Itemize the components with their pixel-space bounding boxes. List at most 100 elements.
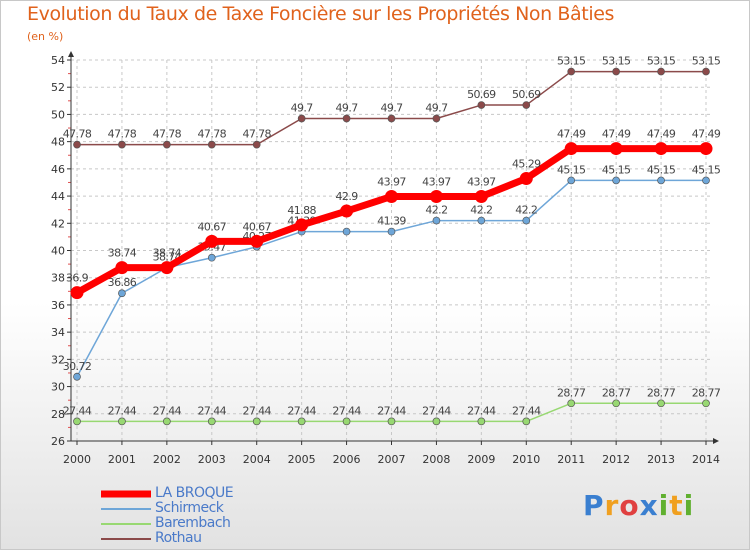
data-point-la-broque bbox=[295, 218, 309, 232]
data-point-rothau bbox=[612, 67, 620, 76]
x-tick-label: 2011 bbox=[557, 453, 585, 466]
data-point-rothau bbox=[73, 140, 81, 149]
legend-label-schirmeck: Schirmeck bbox=[155, 500, 224, 516]
data-point-schirmeck bbox=[612, 176, 620, 185]
data-point-la-broque bbox=[70, 286, 84, 300]
data-label-rothau: 49.7 bbox=[336, 102, 359, 115]
y-tick-label: 26 bbox=[51, 435, 65, 448]
data-label-rothau: 47.78 bbox=[198, 128, 227, 141]
y-axis-unit: (en %) bbox=[27, 30, 64, 43]
data-label-la-broque: 42.9 bbox=[336, 190, 359, 203]
data-label-barembach: 27.44 bbox=[422, 404, 451, 417]
logo-letter: i bbox=[658, 489, 670, 522]
legend-swatch-rothau bbox=[101, 537, 151, 540]
data-point-la-broque bbox=[654, 142, 668, 156]
x-tick-label: 2004 bbox=[243, 453, 271, 466]
data-label-rothau: 47.78 bbox=[242, 128, 271, 141]
data-point-rothau bbox=[387, 114, 396, 123]
data-label-la-broque: 43.97 bbox=[422, 175, 451, 188]
data-label-barembach: 27.44 bbox=[332, 404, 361, 417]
data-label-schirmeck: 45.15 bbox=[692, 163, 721, 176]
data-label-barembach: 27.44 bbox=[153, 404, 182, 417]
data-label-schirmeck: 42.2 bbox=[515, 204, 537, 217]
data-point-rothau bbox=[567, 67, 576, 76]
data-point-la-broque bbox=[474, 189, 488, 203]
data-point-barembach bbox=[387, 417, 396, 426]
data-label-barembach: 27.44 bbox=[377, 404, 406, 417]
data-label-la-broque: 43.97 bbox=[377, 175, 406, 188]
data-point-la-broque bbox=[385, 189, 398, 203]
data-label-la-broque: 47.49 bbox=[557, 128, 586, 141]
data-label-barembach: 27.44 bbox=[198, 404, 227, 417]
legend-label-la-broque: LA BROQUE bbox=[155, 485, 234, 501]
data-label-schirmeck: 36.86 bbox=[108, 276, 137, 289]
data-point-barembach bbox=[207, 417, 216, 426]
y-tick-label: 40 bbox=[51, 245, 65, 258]
data-point-rothau bbox=[118, 140, 126, 149]
data-point-barembach bbox=[73, 417, 81, 426]
y-tick-label: 44 bbox=[51, 190, 65, 203]
data-point-barembach bbox=[432, 417, 441, 426]
data-point-la-broque bbox=[429, 189, 443, 203]
x-tick-label: 2001 bbox=[108, 453, 136, 466]
logo-letter: x bbox=[639, 489, 659, 522]
data-point-rothau bbox=[163, 140, 171, 149]
x-tick-label: 2006 bbox=[333, 453, 361, 466]
y-tick-label: 52 bbox=[51, 81, 65, 94]
logo-letter: r bbox=[604, 489, 620, 522]
x-tick-label: 2013 bbox=[647, 453, 675, 466]
data-label-la-broque: 38.74 bbox=[153, 247, 182, 260]
y-tick-label: 48 bbox=[51, 136, 65, 149]
data-point-rothau bbox=[477, 101, 486, 109]
data-label-barembach: 27.44 bbox=[63, 404, 92, 417]
data-label-rothau: 53.15 bbox=[692, 55, 721, 68]
x-tick-label: 2000 bbox=[63, 453, 91, 466]
data-label-rothau: 49.7 bbox=[425, 102, 448, 115]
data-point-rothau bbox=[252, 140, 261, 149]
data-point-la-broque bbox=[115, 261, 129, 275]
data-point-la-broque bbox=[519, 172, 533, 186]
data-label-rothau: 47.78 bbox=[63, 128, 92, 141]
data-point-schirmeck bbox=[118, 289, 126, 298]
data-label-barembach: 28.77 bbox=[647, 386, 676, 399]
x-tick-label: 2014 bbox=[692, 453, 720, 466]
data-point-schirmeck bbox=[207, 253, 216, 262]
data-point-la-broque bbox=[205, 234, 219, 248]
data-label-schirmeck: 42.2 bbox=[425, 204, 447, 217]
y-axis-arrow bbox=[68, 51, 74, 57]
data-label-schirmeck: 45.15 bbox=[647, 163, 676, 176]
legend-swatch-barembach bbox=[101, 522, 151, 525]
data-label-barembach: 28.77 bbox=[692, 386, 721, 399]
data-point-la-broque bbox=[564, 142, 578, 156]
data-label-rothau: 47.78 bbox=[153, 128, 182, 141]
y-tick-label: 46 bbox=[51, 163, 65, 176]
data-point-schirmeck bbox=[522, 216, 531, 225]
data-label-barembach: 27.44 bbox=[467, 404, 496, 417]
data-point-barembach bbox=[567, 399, 576, 408]
data-label-la-broque: 36.9 bbox=[66, 272, 89, 285]
legend-swatch-schirmeck bbox=[101, 507, 151, 510]
data-point-barembach bbox=[342, 417, 351, 426]
data-point-rothau bbox=[702, 67, 710, 76]
logo-letter: i bbox=[683, 489, 695, 522]
data-point-barembach bbox=[612, 399, 620, 408]
data-label-barembach: 27.44 bbox=[287, 404, 316, 417]
y-tick-label: 50 bbox=[51, 108, 65, 121]
logo-letter: o bbox=[619, 489, 640, 522]
data-point-la-broque bbox=[699, 142, 713, 156]
data-label-barembach: 28.77 bbox=[602, 386, 631, 399]
data-label-rothau: 50.69 bbox=[512, 88, 541, 101]
data-label-rothau: 49.7 bbox=[380, 102, 403, 115]
data-point-rothau bbox=[207, 140, 216, 149]
data-label-la-broque: 41.88 bbox=[287, 204, 316, 217]
data-point-rothau bbox=[297, 114, 306, 123]
logo-letter: t bbox=[669, 489, 684, 522]
data-label-la-broque: 47.49 bbox=[647, 128, 676, 141]
data-point-la-broque bbox=[609, 142, 623, 156]
data-point-barembach bbox=[297, 417, 306, 426]
legend-label-rothau: Rothau bbox=[155, 530, 202, 546]
data-label-rothau: 47.78 bbox=[108, 128, 137, 141]
data-point-schirmeck bbox=[567, 176, 576, 185]
data-label-barembach: 27.44 bbox=[108, 404, 137, 417]
data-label-barembach: 27.44 bbox=[242, 404, 271, 417]
